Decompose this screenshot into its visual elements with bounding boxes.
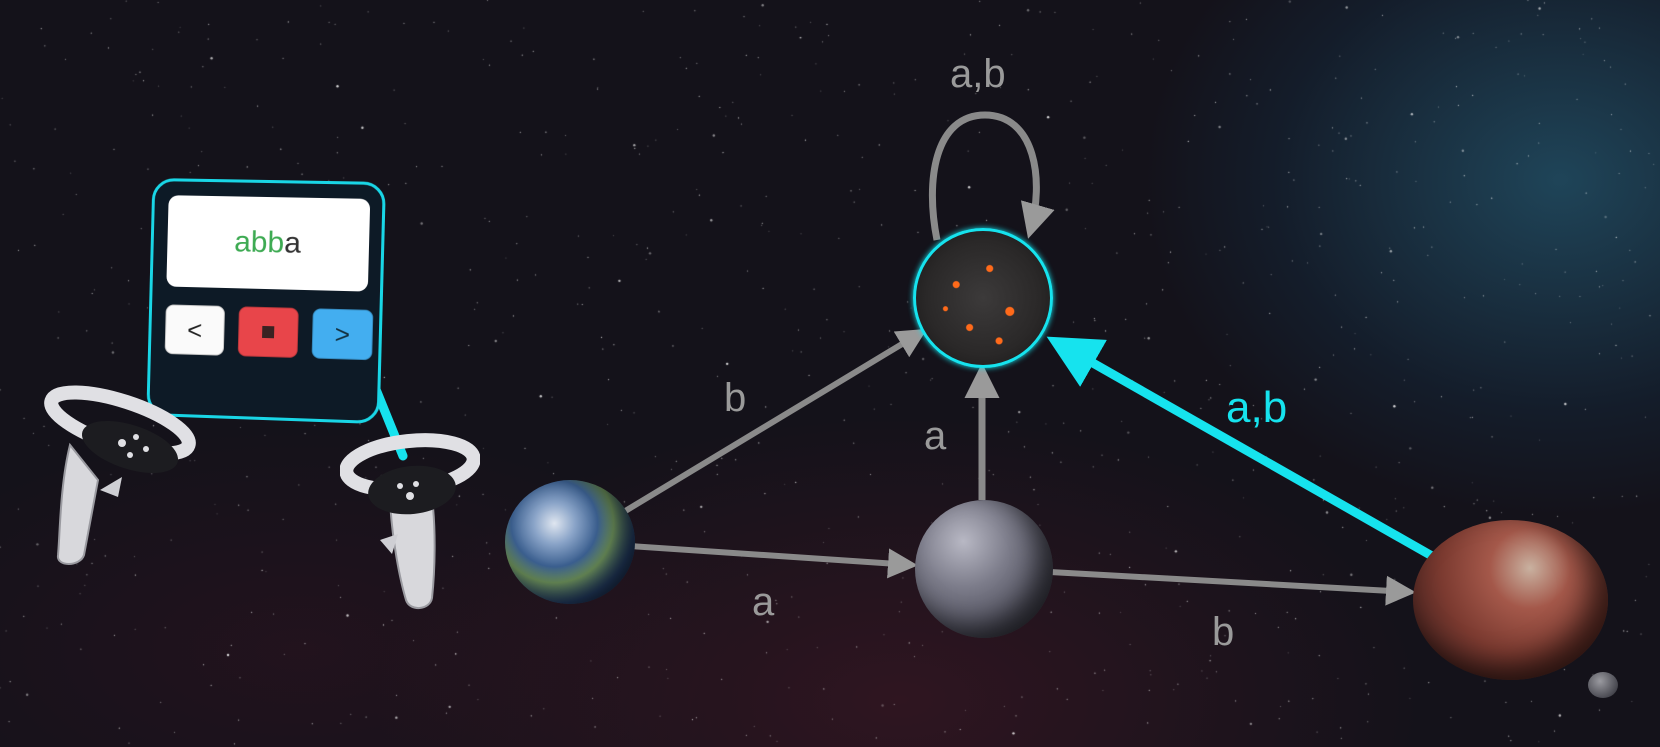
word-remaining-part: a: [284, 226, 302, 260]
next-step-button[interactable]: >: [312, 308, 374, 360]
left-vr-controller-icon: [40, 385, 200, 585]
edge-self-loop: [932, 115, 1036, 240]
label-earth-moon: a: [752, 582, 774, 622]
previous-step-button[interactable]: <: [165, 304, 225, 355]
previous-label: <: [187, 314, 203, 345]
label-self-loop: a,b: [950, 54, 1006, 94]
input-word-display: abb a: [166, 195, 370, 291]
label-earth-lava: b: [724, 378, 746, 418]
edge-earth-lava: [622, 332, 922, 513]
label-mars-lava: a,b: [1226, 386, 1287, 430]
stop-square-icon: [262, 326, 274, 338]
edge-moon-mars: [1050, 572, 1410, 592]
stop-button[interactable]: [238, 306, 299, 358]
edge-earth-moon: [630, 546, 912, 565]
mars-moon: [1588, 672, 1618, 698]
state-mars[interactable]: [1413, 520, 1608, 680]
edge-mars-lava: [1056, 342, 1432, 556]
state-earth[interactable]: [505, 480, 635, 604]
next-label: >: [334, 318, 350, 350]
state-lava-accepting[interactable]: [913, 228, 1053, 368]
label-moon-mars: b: [1212, 612, 1234, 652]
state-moon[interactable]: [915, 500, 1053, 638]
label-moon-lava: a: [924, 416, 946, 456]
word-read-part: abb: [234, 225, 285, 260]
right-vr-controller-icon: [340, 430, 480, 620]
